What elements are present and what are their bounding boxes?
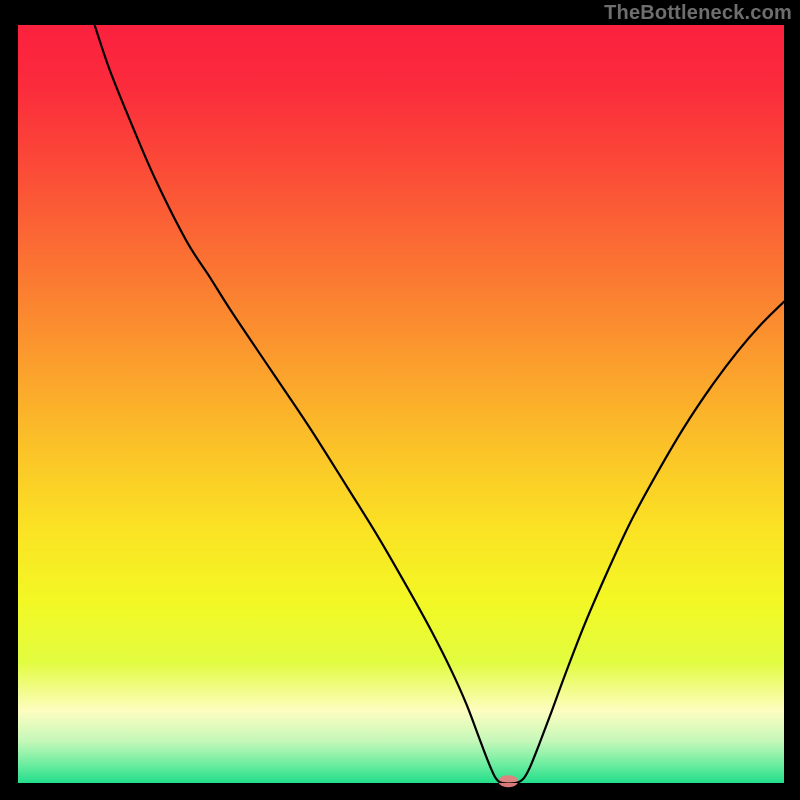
chart-stage: TheBottleneck.com [0,0,800,800]
watermark-text: TheBottleneck.com [604,2,792,25]
plot-svg [0,0,800,800]
bottleneck-plot [0,0,800,800]
